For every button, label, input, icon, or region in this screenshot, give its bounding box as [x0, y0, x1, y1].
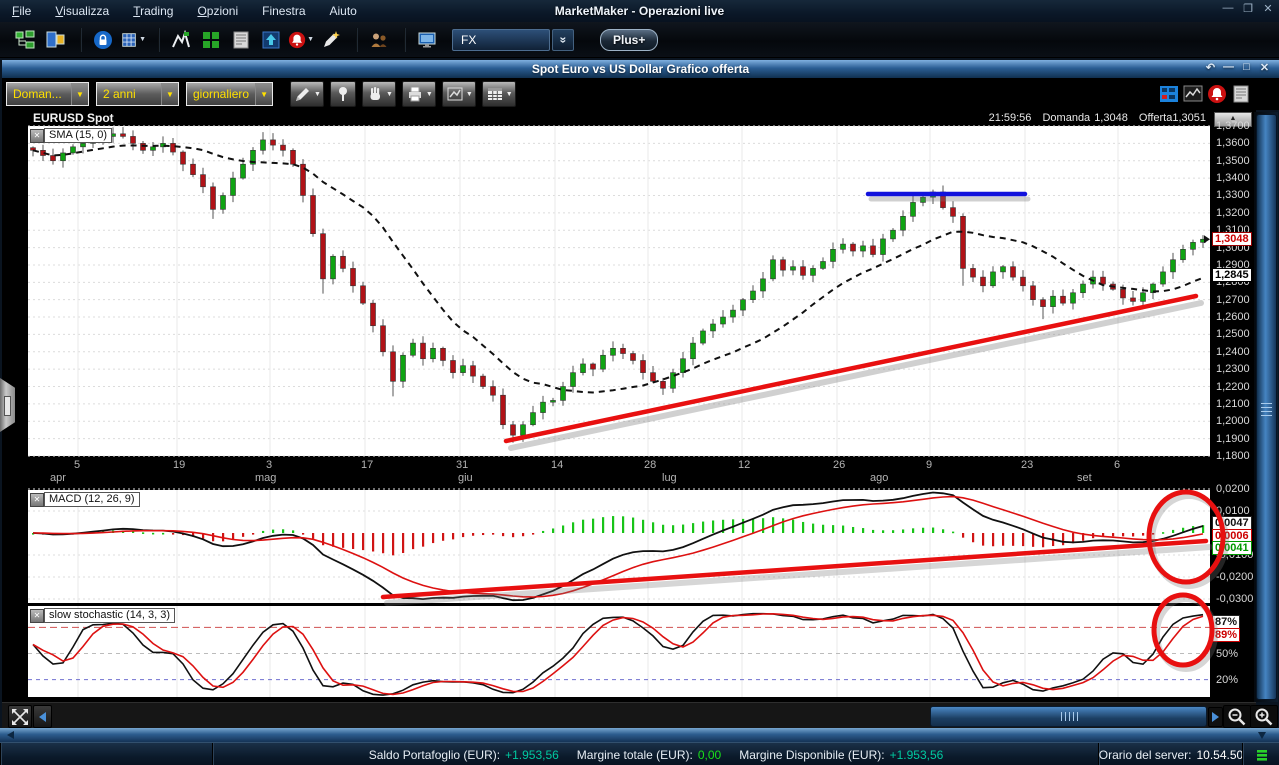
chart-window-maximize-button[interactable]: □: [1243, 61, 1250, 73]
vscroll-grip: [1261, 415, 1272, 416]
margine-totale: Margine totale (EUR): 0,00: [576, 747, 722, 762]
upload-icon[interactable]: [258, 27, 284, 53]
menu-aiuto[interactable]: Aiuto: [329, 4, 357, 18]
bottom-strip-decor: [7, 731, 1266, 739]
hscroll-grip: [1077, 712, 1078, 721]
print-tool-button[interactable]: ▼: [401, 81, 436, 107]
fit-chart-button[interactable]: [8, 705, 32, 728]
mini-chart-icon[interactable]: [1181, 83, 1205, 105]
chart-toolbar: Doman... ▼ 2 anni ▼ giornaliero ▼ ▼ ▼ ▼ ▼ ▼: [2, 78, 1279, 110]
menu-trading[interactable]: Trading: [133, 4, 174, 18]
interval-select[interactable]: giornaliero ▼: [186, 82, 274, 106]
status-account-segment: Saldo Portafoglio (EUR): +1.953,56 Margine…: [212, 743, 1099, 765]
portfolio-tree-icon[interactable]: [12, 27, 38, 53]
chart-window-titlebar[interactable]: Spot Euro vs US Dollar Grafico offerta ↶…: [2, 60, 1279, 78]
fx-market-select[interactable]: FX: [452, 28, 550, 51]
app-close-button[interactable]: ✕: [1263, 3, 1273, 15]
chart-window-title: Spot Euro vs US Dollar Grafico offerta: [531, 62, 750, 76]
chart-window-restore-layout-button[interactable]: ↶: [1205, 62, 1216, 74]
menu-opzioni[interactable]: Opzioni: [197, 4, 239, 18]
macd-legend-close-icon[interactable]: ✕: [30, 492, 44, 507]
vscroll-grip: [1261, 407, 1272, 408]
toolbar-separator: [158, 27, 160, 52]
main-toolbar: ▼ ▼ FX » Plus+: [0, 22, 1279, 58]
range-select[interactable]: 2 anni ▼: [96, 82, 179, 106]
horizontal-scrollbar[interactable]: [2, 702, 1278, 729]
sidebar-collapse-tab[interactable]: [0, 378, 15, 432]
hscroll-grip: [1073, 712, 1074, 721]
market-watch-icon[interactable]: [168, 27, 194, 53]
margine-disponibile: Margine Disponibile (EUR): +1.953,56: [739, 747, 944, 762]
quote-board-icon[interactable]: [1157, 83, 1181, 105]
strip-left-arrow-icon: [7, 731, 14, 739]
macd-legend-label: MACD (12, 26, 9): [44, 492, 140, 507]
stochastic-legend-label: slow stochastic (14, 3, 3): [44, 608, 176, 623]
menu-file[interactable]: File: [12, 4, 32, 18]
window-bottom-strip: [0, 728, 1279, 742]
app-minimize-button[interactable]: —: [1222, 2, 1234, 14]
menu-visualizza[interactable]: Visualizza: [55, 4, 110, 18]
grid-menu-icon[interactable]: ▼: [120, 27, 146, 53]
menu-finestra[interactable]: Finestra: [262, 4, 306, 18]
quote-side-select[interactable]: Doman... ▼: [6, 82, 89, 106]
draw-tool-button[interactable]: ▼: [290, 81, 324, 107]
plus-button[interactable]: Plus+: [600, 28, 659, 51]
toolbar-separator: [80, 27, 82, 52]
connection-status-icon: [1242, 743, 1279, 765]
export-tool-button[interactable]: ▼: [441, 81, 476, 107]
server-time: Orario del server: 10.54.50: [1098, 743, 1243, 765]
macd-legend: ✕ MACD (12, 26, 9): [30, 492, 140, 507]
alerts-icon[interactable]: ▼: [288, 27, 314, 53]
toolbar-separator: [404, 27, 406, 52]
sma-legend: ✕ SMA (15, 0): [30, 128, 113, 143]
menu-bar: File Visualizza Trading Opzioni Finestra Aiut…: [0, 0, 1279, 22]
strip-down-arrow-icon: [1258, 732, 1266, 739]
quote-grid-icon[interactable]: [198, 27, 224, 53]
saldo-portafoglio: Saldo Portafoglio (EUR): +1.953,56: [368, 747, 559, 762]
scroll-left-button[interactable]: [33, 705, 52, 728]
chart-window-minimize-button[interactable]: —: [1223, 61, 1234, 73]
table-tool-button[interactable]: ▼: [481, 81, 516, 107]
zoom-out-button[interactable]: [1223, 705, 1251, 728]
news-icon[interactable]: [1229, 83, 1253, 105]
alerts-icon[interactable]: [1205, 83, 1229, 105]
contacts-icon[interactable]: [366, 27, 392, 53]
stochastic-legend-close-icon[interactable]: ✕: [30, 608, 44, 623]
lock-icon[interactable]: [90, 27, 116, 53]
toolbar-separator: [356, 27, 358, 52]
hand-tool-button[interactable]: ▼: [361, 81, 396, 107]
hscroll-grip: [1069, 712, 1070, 721]
zoom-in-button[interactable]: [1250, 705, 1278, 728]
vscroll-grip: [1261, 411, 1272, 412]
horizontal-scrollbar-thumb[interactable]: [930, 706, 1207, 727]
tile-windows-icon[interactable]: [42, 27, 68, 53]
compose-icon[interactable]: [318, 27, 344, 53]
collapse-panel-button[interactable]: ▲: [1214, 112, 1252, 127]
sma-legend-label: SMA (15, 0): [44, 128, 113, 143]
sma-legend-close-icon[interactable]: ✕: [30, 128, 44, 143]
vscroll-grip: [1261, 403, 1272, 404]
fx-select-value: FX: [461, 32, 477, 47]
status-empty-segment: [0, 743, 213, 765]
fx-expand-chevron-icon[interactable]: »: [552, 28, 574, 51]
sidebar-collapse-grip: [4, 396, 11, 416]
scroll-right-button[interactable]: [1208, 707, 1223, 727]
news-icon[interactable]: [228, 27, 254, 53]
pin-tool-button[interactable]: [329, 81, 356, 107]
workspace-icon[interactable]: [414, 27, 440, 53]
app-restore-button[interactable]: ❐: [1243, 3, 1253, 15]
app-window-controls: — ❐ ✕: [1221, 2, 1275, 15]
chart-window-close-button[interactable]: ✕: [1259, 62, 1270, 74]
hscroll-grip: [1065, 712, 1066, 721]
chart-window-controls: ↶ — □ ✕: [1204, 61, 1271, 74]
vertical-scrollbar-thumb[interactable]: [1256, 114, 1277, 700]
hscroll-grip: [1061, 712, 1062, 721]
stochastic-legend: ✕ slow stochastic (14, 3, 3): [30, 608, 176, 623]
status-bar: Saldo Portafoglio (EUR): +1.953,56 Margine…: [0, 742, 1279, 765]
vertical-scrollbar[interactable]: [1254, 112, 1278, 702]
